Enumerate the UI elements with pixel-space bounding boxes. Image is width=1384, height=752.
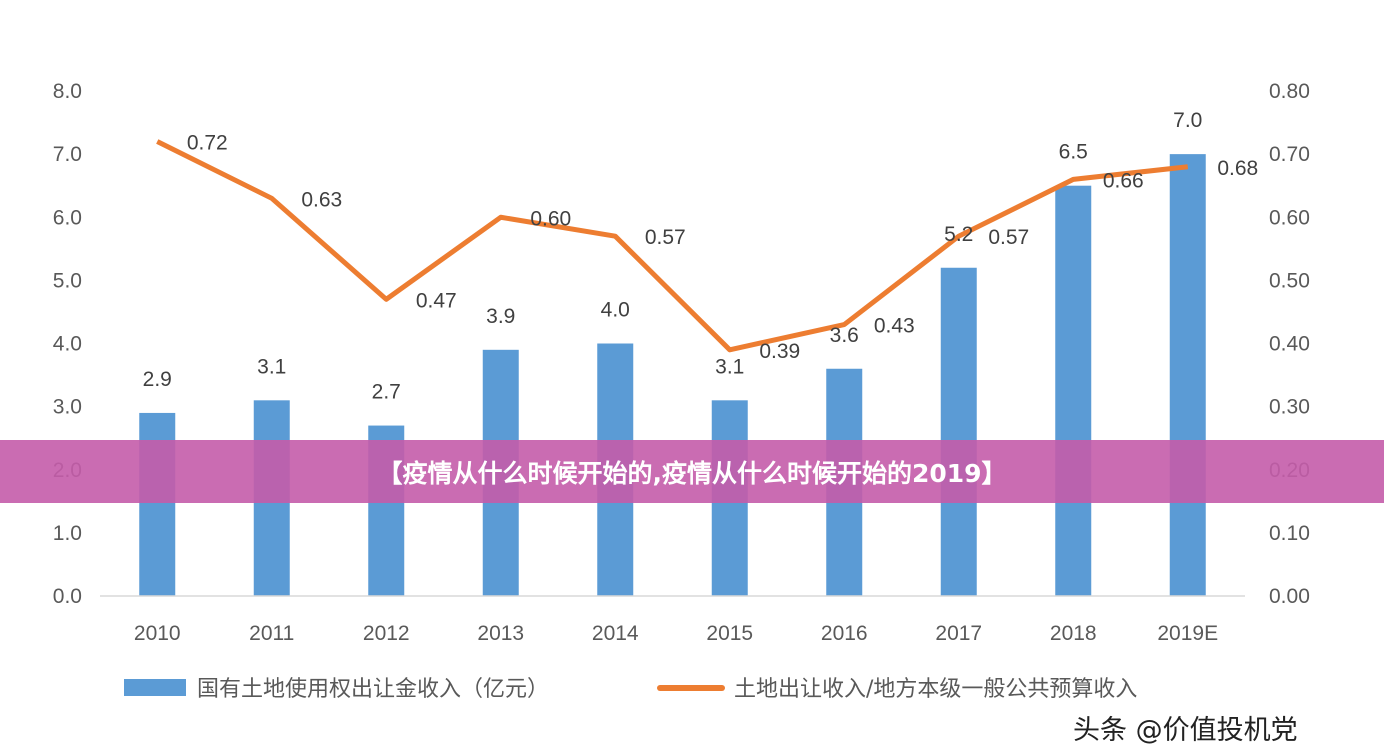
bar-data-label: 3.1 xyxy=(257,355,286,378)
x-axis-tick: 2017 xyxy=(935,622,982,645)
line-data-label: 0.57 xyxy=(645,226,686,249)
legend-bar-label: 国有土地使用权出让金收入（亿元） xyxy=(197,677,549,702)
line-data-label: 0.72 xyxy=(187,132,228,155)
bar xyxy=(1055,185,1092,596)
title-banner: 【疫情从什么时候开始的,疫情从什么时候开始的2019】 xyxy=(0,440,1384,503)
line-data-label: 0.43 xyxy=(874,315,915,338)
right-axis-tick: 0.30 xyxy=(1269,396,1310,419)
x-axis-tick: 2018 xyxy=(1050,622,1097,645)
line-data-label: 0.68 xyxy=(1217,157,1258,180)
line-data-label: 0.66 xyxy=(1103,169,1144,192)
bar xyxy=(940,267,977,596)
bar-data-label: 3.6 xyxy=(830,324,859,347)
left-axis-tick: 0.0 xyxy=(53,585,82,608)
x-axis-tick: 2016 xyxy=(821,622,868,645)
banner-text: 【疫情从什么时候开始的,疫情从什么时候开始的2019】 xyxy=(377,458,1007,488)
bar-data-label: 2.9 xyxy=(143,368,172,391)
bar-data-label: 5.2 xyxy=(944,223,973,246)
watermark: 头条 @价值投机党 xyxy=(1073,715,1298,746)
bar-data-label: 2.7 xyxy=(372,381,401,404)
x-axis-tick: 2019E xyxy=(1157,622,1218,645)
legend-line-label: 土地出让收入/地方本级一般公共预算收入 xyxy=(734,677,1137,702)
right-axis-tick: 0.70 xyxy=(1269,143,1310,166)
left-axis-tick: 1.0 xyxy=(53,522,82,545)
legend-bar-swatch xyxy=(124,679,186,696)
left-axis-tick: 6.0 xyxy=(53,206,82,229)
right-axis-tick: 0.80 xyxy=(1269,80,1310,103)
x-axis-tick: 2011 xyxy=(249,622,294,645)
bar-data-label: 3.9 xyxy=(486,305,515,328)
line-data-label: 0.63 xyxy=(301,188,342,211)
right-axis-tick: 0.10 xyxy=(1269,522,1310,545)
x-axis-tick: 2010 xyxy=(134,622,181,645)
right-axis-tick: 0.50 xyxy=(1269,269,1310,292)
bar xyxy=(1169,154,1206,596)
right-axis-tick: 0.60 xyxy=(1269,206,1310,229)
line-data-label: 0.60 xyxy=(530,207,571,230)
right-axis-tick: 0.00 xyxy=(1269,585,1310,608)
left-axis-tick: 5.0 xyxy=(53,269,82,292)
left-axis-tick: 8.0 xyxy=(53,80,82,103)
left-axis-tick: 3.0 xyxy=(53,396,82,419)
x-axis-tick: 2015 xyxy=(706,622,753,645)
right-axis-tick: 0.40 xyxy=(1269,333,1310,356)
bar-data-label: 4.0 xyxy=(601,299,630,322)
bar-data-label: 3.1 xyxy=(715,355,744,378)
x-axis-tick: 2014 xyxy=(592,622,639,645)
line-data-label: 0.57 xyxy=(988,226,1029,249)
left-axis-tick: 4.0 xyxy=(53,333,82,356)
bar-data-label: 6.5 xyxy=(1059,141,1088,164)
line-data-label: 0.47 xyxy=(416,289,457,312)
x-axis-tick: 2013 xyxy=(477,622,524,645)
line-series xyxy=(156,139,1189,353)
line-data-label: 0.39 xyxy=(759,340,800,363)
x-axis-tick: 2012 xyxy=(363,622,410,645)
bar-data-label: 7.0 xyxy=(1173,109,1202,132)
left-axis-tick: 7.0 xyxy=(53,143,82,166)
